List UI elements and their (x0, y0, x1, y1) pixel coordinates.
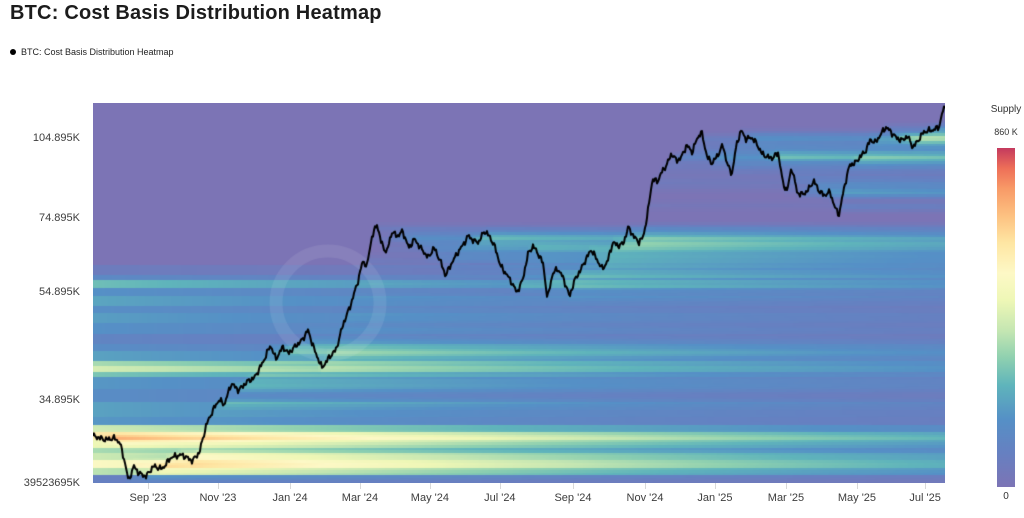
legend-item[interactable]: BTC: Cost Basis Distribution Heatmap (10, 47, 174, 57)
x-axis-tick (785, 483, 787, 489)
x-axis-label: Jan '25 (697, 492, 733, 504)
x-axis-label: Jul '24 (484, 492, 516, 504)
x-axis-label: May '25 (837, 492, 877, 504)
x-axis-label: Mar '25 (767, 492, 805, 504)
colorbar-title: Supply (990, 104, 1022, 115)
x-axis-label: Jan '24 (272, 492, 308, 504)
x-axis-tick (499, 483, 501, 489)
x-axis-label: Sep '23 (129, 492, 167, 504)
heatmap-plot-area[interactable] (93, 103, 945, 483)
y-axis-label: 74.895K (39, 212, 80, 225)
page-title: BTC: Cost Basis Distribution Heatmap (10, 2, 382, 24)
x-axis-label: Sep '24 (554, 492, 592, 504)
x-axis-label: Nov '23 (199, 492, 237, 504)
supply-colorbar (997, 148, 1015, 487)
x-axis-tick (856, 483, 858, 489)
x-axis-label: Jul '25 (909, 492, 941, 504)
y-axis-label: 39523695K (23, 477, 80, 489)
colorbar-min-label: 0 (1003, 491, 1009, 502)
x-axis-tick (359, 483, 361, 489)
x-axis-tick (572, 483, 574, 489)
y-axis-label: 34.895K (39, 393, 80, 406)
x-axis-tick (714, 483, 716, 489)
x-axis-label: Nov '24 (626, 492, 664, 504)
x-axis-tick (148, 483, 150, 489)
heatmap-canvas[interactable] (93, 103, 945, 483)
x-axis-tick (429, 483, 431, 489)
x-axis-tick (290, 483, 292, 489)
y-axis-label: 54.895K (39, 286, 80, 299)
x-axis-label: Mar '24 (341, 492, 379, 504)
y-axis-label: 104.895K (32, 131, 80, 144)
colorbar-max-label: 860 K (994, 127, 1018, 137)
legend-label: BTC: Cost Basis Distribution Heatmap (21, 47, 174, 57)
x-axis-tick (645, 483, 647, 489)
legend-marker-icon (10, 49, 16, 55)
x-axis-tick (217, 483, 219, 489)
x-axis-label: May '24 (410, 492, 449, 504)
x-axis-tick (925, 483, 927, 489)
